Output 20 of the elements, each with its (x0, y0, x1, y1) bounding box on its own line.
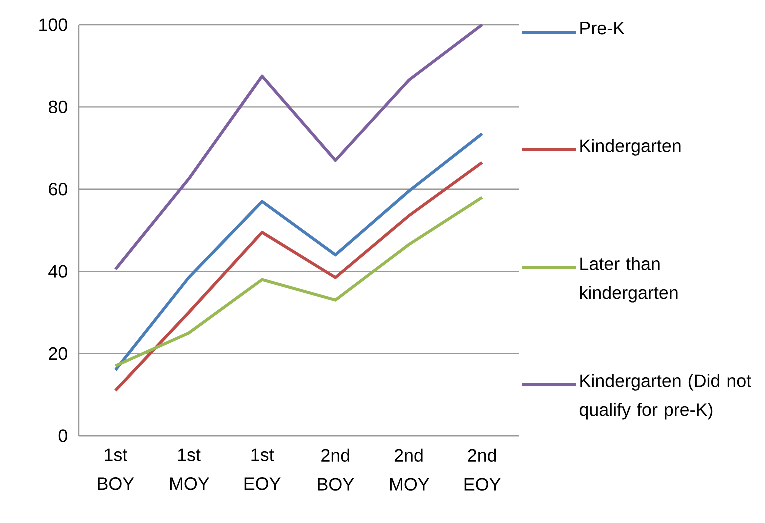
x-tick-label: 1st EOY (244, 448, 281, 490)
x-tick-label: 2nd BOY (318, 448, 354, 491)
y-tick-label: 60 (49, 183, 68, 196)
legend-label: Kindergarten (580, 139, 681, 156)
y-tick-label: 80 (48, 100, 68, 114)
legend-label: Pre-K (580, 22, 625, 35)
legend-label: Kindergarten (Did not qualify for pre-K) (580, 374, 752, 420)
y-tick-label: 0 (58, 430, 68, 442)
y-tick-label: 20 (49, 347, 68, 360)
x-tick-label: 1st MOY (170, 448, 210, 490)
y-tick-label: 40 (48, 265, 68, 278)
x-tick-label: 2nd EOY (464, 448, 501, 491)
line-series (114, 196, 484, 368)
line-series (114, 161, 484, 392)
x-tick-label: 1st BOY (98, 448, 134, 490)
line-series (114, 23, 484, 272)
legend-label: Later than kindergarten (580, 257, 678, 303)
y-tick-label: 100 (40, 18, 68, 32)
line-series (114, 132, 484, 372)
x-tick-label: 2nd MOY (390, 448, 430, 491)
